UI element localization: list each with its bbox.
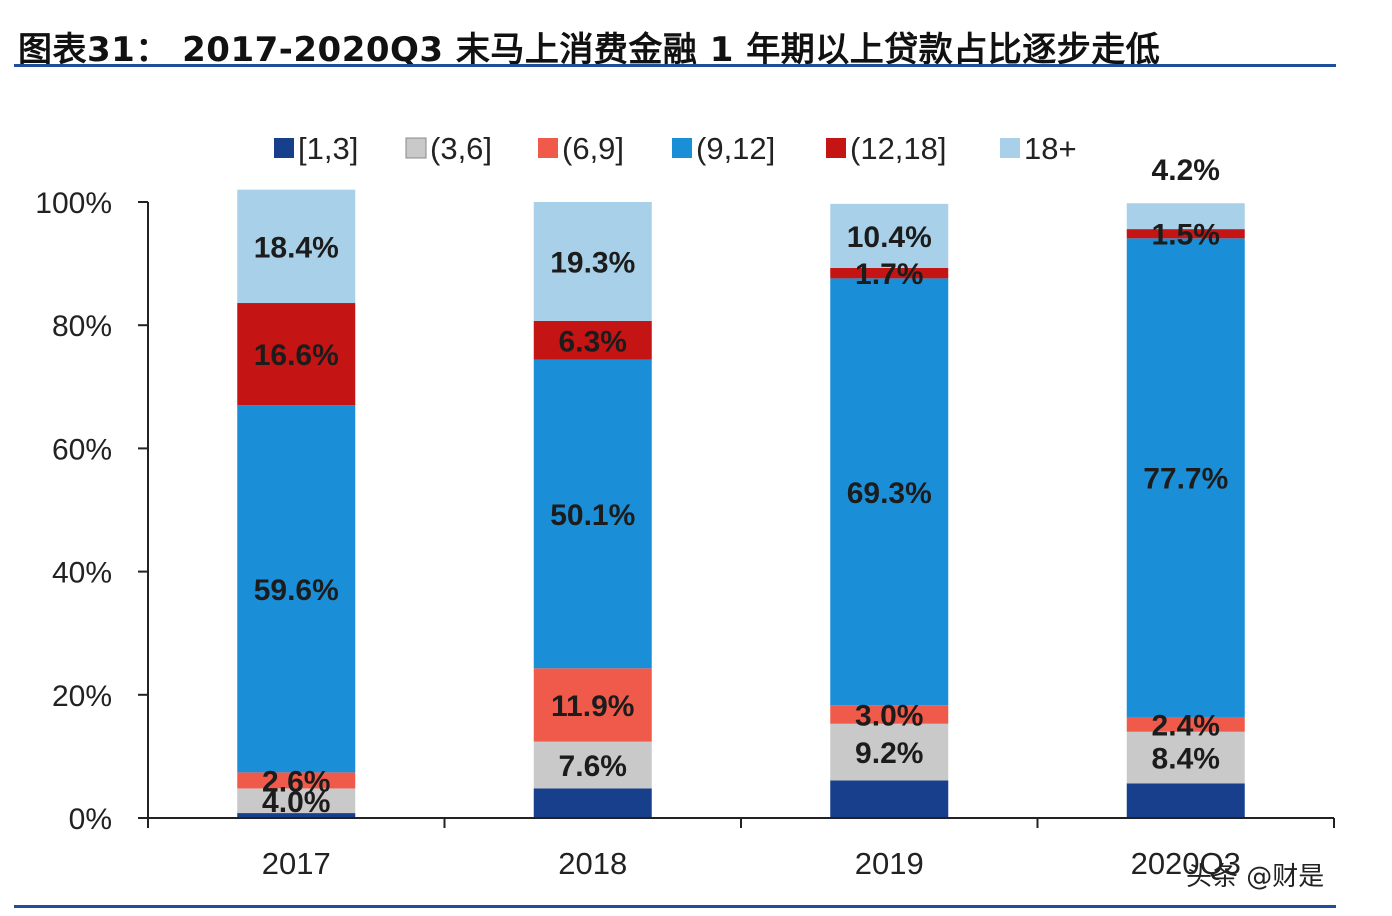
- legend-swatch: [826, 138, 846, 158]
- bar-segment: [237, 813, 356, 818]
- bar-segment: [237, 303, 356, 406]
- legend-swatch: [405, 137, 427, 159]
- y-tick-label: 40%: [52, 557, 112, 590]
- y-tick-label: 80%: [52, 310, 112, 343]
- data-label: 6.3%: [559, 325, 627, 358]
- data-label: 7.6%: [559, 750, 627, 783]
- chart-legend: [1,3] (3,6] (6,9] (9,12] (12,18] 18+: [274, 131, 1077, 166]
- data-label: 50.1%: [550, 499, 635, 532]
- x-category-label: 2019: [855, 846, 924, 881]
- chart-title: 图表31： 2017-2020Q3 末马上消费金融 1 年期以上贷款占比逐步走低: [18, 30, 1161, 70]
- legend-label: (3,6]: [430, 131, 492, 166]
- legend-swatch: [274, 138, 294, 158]
- bar-segment: [1126, 731, 1245, 784]
- bar-segment: [830, 203, 949, 268]
- data-label: 11.9%: [551, 690, 634, 723]
- bar-segment: [830, 705, 949, 724]
- data-label: 19.3%: [550, 246, 635, 279]
- legend-label: (6,9]: [562, 131, 624, 166]
- bar-segment: [830, 780, 949, 818]
- legend-swatch: [538, 138, 558, 158]
- y-tick-label: 100%: [35, 187, 112, 220]
- bar-segment: [237, 189, 356, 304]
- bar-segment: [533, 359, 652, 669]
- y-tick-label: 60%: [52, 433, 112, 466]
- bar-segment: [237, 772, 356, 789]
- bottom-rule: [14, 905, 1336, 908]
- data-label: 4.0%: [262, 786, 330, 819]
- legend-swatch: [672, 138, 692, 158]
- data-label: 18.4%: [254, 231, 339, 264]
- watermark-text: 头条 @财是: [1186, 862, 1325, 892]
- bar-segment: [830, 278, 949, 706]
- bar-segment: [533, 741, 652, 789]
- x-axis: 2017 2018 2019 2020Q3: [147, 817, 1335, 881]
- data-label: 4.2%: [1152, 154, 1220, 187]
- legend-label: (9,12]: [696, 131, 775, 166]
- legend-label: [1,3]: [298, 131, 358, 166]
- bar-segment: [237, 405, 356, 773]
- y-tick-label: 20%: [52, 680, 112, 713]
- x-category-label: 2020Q3: [1131, 846, 1241, 881]
- data-label: 9.2%: [855, 737, 923, 770]
- chart-title-row: 图表31： 2017-2020Q3 末马上消费金融 1 年期以上贷款占比逐步走低: [14, 22, 1336, 70]
- bar-segment: [1126, 783, 1245, 818]
- title-rule: [14, 64, 1336, 67]
- bar-segment: [533, 320, 652, 360]
- bars-layer: 4.0%2.6% 59.6% 16.6% 18.4% 7.6% 11.9% 50.1% 6.3…: [237, 154, 1245, 819]
- data-label: 59.6%: [254, 574, 339, 607]
- bar-segment: [1126, 238, 1245, 717]
- data-label: 77.7%: [1143, 463, 1228, 496]
- bar-segment: [830, 723, 949, 781]
- bar-segment: [533, 668, 652, 742]
- data-label: 1.5%: [1152, 219, 1220, 252]
- bar-segment: [1126, 716, 1245, 732]
- legend-swatch: [1000, 138, 1020, 158]
- bar-segment: [1126, 203, 1245, 230]
- data-label: 1.7%: [855, 258, 923, 291]
- bar-segment: [237, 788, 356, 814]
- data-label: 2.6%: [262, 765, 330, 798]
- y-axis: 0% 20% 40% 60% 80% 100%: [35, 187, 149, 836]
- data-label: 2.4%: [1152, 709, 1220, 742]
- bar-segment: [533, 202, 652, 321]
- data-label: 16.6%: [254, 339, 339, 372]
- x-category-label: 2017: [262, 846, 331, 881]
- data-label: 3.0%: [855, 700, 923, 733]
- data-label: 8.4%: [1152, 743, 1220, 776]
- bar-segment: [533, 788, 652, 818]
- data-label: 10.4%: [847, 221, 932, 254]
- legend-label: (12,18]: [850, 131, 947, 166]
- y-tick-label: 0%: [69, 803, 112, 836]
- bar-segment: [1126, 229, 1245, 239]
- legend-label: 18+: [1024, 131, 1077, 166]
- bar-segment: [830, 267, 949, 279]
- data-label: 69.3%: [847, 477, 932, 510]
- x-category-label: 2018: [558, 846, 627, 881]
